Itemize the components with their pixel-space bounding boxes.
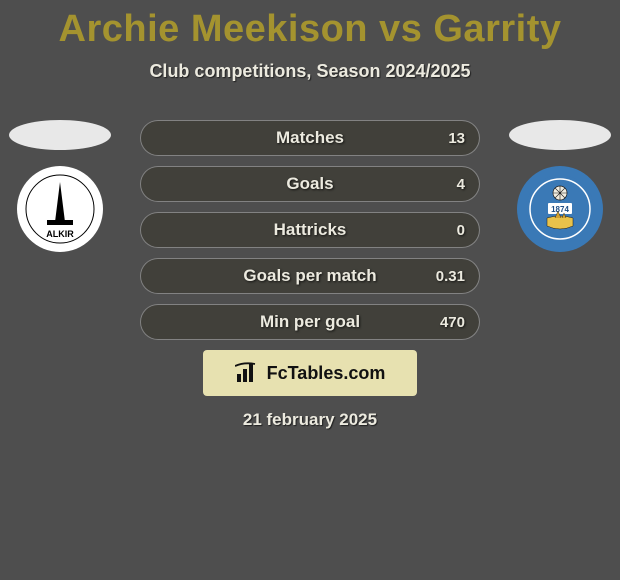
stat-value-right: 13 [448, 121, 465, 155]
stat-value-right: 0.31 [436, 259, 465, 293]
player-right-avatar [509, 120, 611, 150]
stat-row-min-per-goal: Min per goal 470 [140, 304, 480, 340]
player-right-column: 1874 [500, 120, 620, 252]
player-left-avatar [9, 120, 111, 150]
brand-text: FcTables.com [267, 363, 386, 384]
morton-crest-icon: 1874 [525, 174, 595, 244]
stat-label: Goals [141, 167, 479, 201]
falkirk-crest-icon: ALKIR [25, 174, 95, 244]
stat-label: Hattricks [141, 213, 479, 247]
page-subtitle: Club competitions, Season 2024/2025 [0, 61, 620, 82]
stat-row-matches: Matches 13 [140, 120, 480, 156]
svg-text:1874: 1874 [551, 205, 569, 214]
club-left-crest: ALKIR [17, 166, 103, 252]
stat-row-hattricks: Hattricks 0 [140, 212, 480, 248]
stat-label: Goals per match [141, 259, 479, 293]
player-left-column: ALKIR [0, 120, 120, 252]
stat-row-goals-per-match: Goals per match 0.31 [140, 258, 480, 294]
svg-text:ALKIR: ALKIR [46, 229, 74, 239]
stats-table: Matches 13 Goals 4 Hattricks 0 Goals per… [140, 120, 480, 350]
stat-value-right: 4 [457, 167, 465, 201]
bar-chart-icon [235, 362, 261, 384]
stat-row-goals: Goals 4 [140, 166, 480, 202]
club-right-crest: 1874 [517, 166, 603, 252]
stat-label: Min per goal [141, 305, 479, 339]
page-title: Archie Meekison vs Garrity [0, 0, 620, 51]
stat-value-right: 470 [440, 305, 465, 339]
date-label: 21 february 2025 [0, 410, 620, 430]
stat-label: Matches [141, 121, 479, 155]
brand-badge: FcTables.com [203, 350, 417, 396]
stat-value-right: 0 [457, 213, 465, 247]
